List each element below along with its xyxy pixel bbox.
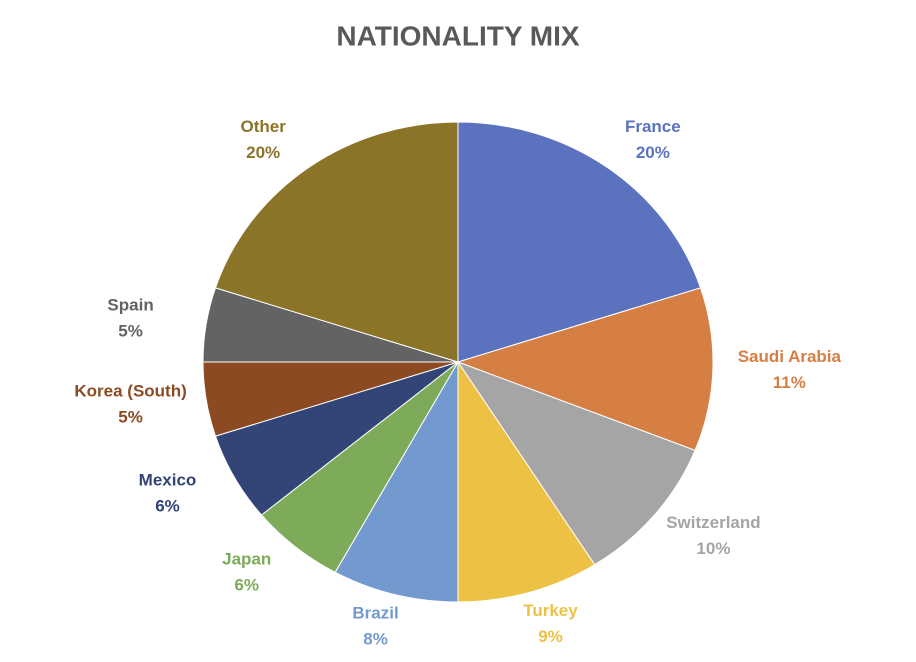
pie-slice [457, 121, 702, 363]
pie-slice [334, 360, 459, 603]
slice-name: Brazil [352, 603, 398, 622]
slice-name: Japan [222, 549, 271, 568]
pie-slice [456, 287, 714, 451]
slice-name: Saudi Arabia [738, 347, 842, 366]
slice-value-label: 20% [246, 143, 280, 162]
pie-slice [214, 121, 459, 363]
slice-value-label: 20% [636, 143, 670, 162]
pie-slice [456, 360, 696, 566]
chart-title: NATIONALITY MIX [336, 20, 580, 51]
slice-value-label: 5% [118, 322, 143, 341]
slice-name: Korea (South) [74, 381, 186, 400]
slice-name: Switzerland [666, 513, 760, 532]
slice-name: France [625, 117, 681, 136]
slice-name: Mexico [139, 470, 197, 489]
slice-name: Other [240, 117, 286, 136]
slice-value-label: 10% [696, 539, 730, 558]
slice-value-label: 8% [363, 629, 388, 648]
slice-value-label: 6% [234, 575, 259, 594]
slice-value-label: 11% [773, 373, 806, 392]
slice-value-label: 9% [538, 627, 563, 646]
pie-slice [457, 360, 596, 603]
slice-name: Spain [107, 296, 153, 315]
slice-value-label: 5% [118, 407, 143, 426]
slice-name: Turkey [523, 601, 578, 620]
slice-value-label: 6% [155, 496, 180, 515]
